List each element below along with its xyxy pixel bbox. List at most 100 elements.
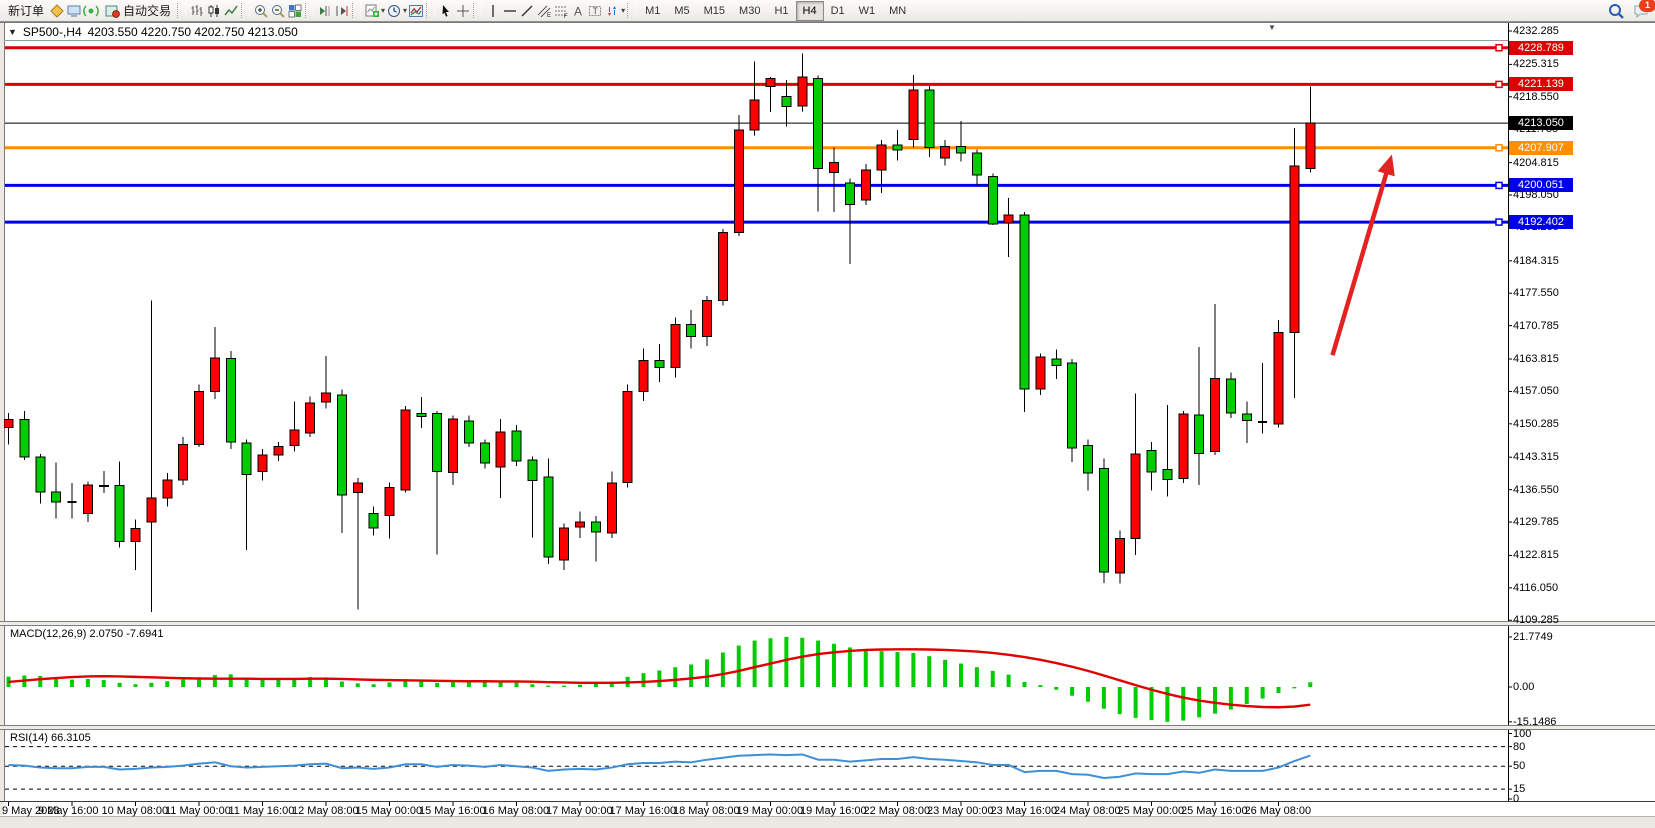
price-tag-4207.907: 4207.907 xyxy=(1509,140,1573,155)
vertical-line-tool-icon[interactable] xyxy=(484,2,501,19)
text-label-tool-icon[interactable]: T xyxy=(586,2,603,19)
timeframe-button-d1[interactable]: D1 xyxy=(830,4,845,17)
time-label: 24 May 08:00 xyxy=(1054,805,1121,817)
timeframe-button-h1[interactable]: H1 xyxy=(774,4,789,17)
new-order-label: 新订单 xyxy=(8,4,45,18)
auto-trading-icon xyxy=(103,2,120,19)
price-tick-label: 4225.315 xyxy=(1513,58,1559,71)
chart-canvas[interactable] xyxy=(0,22,1655,816)
text-tool-icon[interactable]: A xyxy=(569,2,586,19)
svg-text:T: T xyxy=(592,6,598,16)
candlestick-chart-icon[interactable] xyxy=(205,2,222,19)
title-separator xyxy=(4,40,1508,41)
time-label: 25 May 00:00 xyxy=(1117,805,1185,817)
crosshair-icon[interactable] xyxy=(454,2,471,19)
chart-dropdown-icon[interactable]: ▼ xyxy=(8,27,17,37)
cursor-icon[interactable] xyxy=(437,2,454,19)
svg-text:E: E xyxy=(547,13,551,19)
chart-symbol-period: SP500-,H4 xyxy=(22,25,82,39)
notification-badge: 1 xyxy=(1639,0,1655,12)
hline-handle-4192.402[interactable] xyxy=(1495,218,1503,226)
arrows-tool-caret[interactable]: ▾ xyxy=(621,6,626,15)
price-tick-label: 4109.285 xyxy=(1513,614,1559,627)
rsi-name: RSI(14) xyxy=(10,732,48,744)
chart-shift-marker[interactable]: ▼ xyxy=(1268,23,1276,32)
new-chart-caret[interactable]: ▾ xyxy=(381,6,386,15)
time-label: 11 May 00:00 xyxy=(165,805,231,817)
equidistant-channel-icon[interactable]: E xyxy=(535,2,552,19)
rsi-indicator-label: RSI(14) 66.3105 xyxy=(10,732,91,744)
time-axis-border xyxy=(0,801,1655,802)
annotation-arrow-head[interactable] xyxy=(1377,154,1395,177)
main-toolbar: 新订单 自动交易 ▾ xyxy=(0,0,1655,22)
toolbar-grip xyxy=(473,3,483,18)
timeframe-button-m5[interactable]: M5 xyxy=(674,4,690,17)
rsi-tick-label: 15 xyxy=(1513,783,1526,796)
hline-handle-4207.907[interactable] xyxy=(1495,144,1503,152)
new-chart-icon[interactable] xyxy=(363,2,380,19)
chat-icon[interactable]: 1 xyxy=(1632,0,1655,20)
time-label: 23 May 00:00 xyxy=(927,805,994,817)
annotation-arrow-line[interactable] xyxy=(1330,161,1392,356)
zoom-in-icon[interactable] xyxy=(252,2,269,19)
timeframe-button-m15[interactable]: M15 xyxy=(703,4,726,17)
terminal-icon[interactable] xyxy=(65,2,82,19)
timeframe-button-h4[interactable]: H4 xyxy=(795,0,824,21)
rsi-tick-label: 80 xyxy=(1513,740,1526,753)
timeframe-button-mn[interactable]: MN xyxy=(889,4,907,17)
panel-separator-rsi[interactable] xyxy=(0,725,1655,730)
hline-handle-4200.051[interactable] xyxy=(1495,181,1503,190)
timeframe-button-m1[interactable]: M1 xyxy=(645,4,661,17)
macd-signal-line xyxy=(8,648,1311,709)
zoom-out-icon[interactable] xyxy=(269,2,286,19)
auto-trading-button[interactable]: 自动交易 xyxy=(99,1,175,21)
rsi-tick-label: 50 xyxy=(1513,760,1526,773)
panel-separator-macd[interactable] xyxy=(0,621,1655,626)
macd-values: 2.0750 -7.6941 xyxy=(89,628,164,640)
bar-chart-icon[interactable] xyxy=(188,2,205,19)
macd-indicator-label: MACD(12,26,9) 2.0750 -7.6941 xyxy=(10,628,164,640)
price-tick-label: 4143.315 xyxy=(1513,451,1559,464)
time-label: 19 May 00:00 xyxy=(736,805,804,817)
line-chart-icon[interactable] xyxy=(222,2,239,19)
new-order-button[interactable]: 新订单 xyxy=(4,1,48,21)
new-order-icon[interactable] xyxy=(48,2,65,19)
trendline-tool-icon[interactable] xyxy=(518,2,535,19)
price-tick-label: 4204.815 xyxy=(1513,156,1559,169)
price-tick-label: 4177.550 xyxy=(1513,287,1559,300)
hline-handle-4228.789[interactable] xyxy=(1495,43,1503,52)
periods-caret[interactable]: ▾ xyxy=(403,6,408,15)
periods-clock-icon[interactable] xyxy=(385,2,402,19)
time-label: 15 May 00:00 xyxy=(355,805,423,817)
svg-text:A: A xyxy=(574,4,582,18)
timeframe-button-w1[interactable]: W1 xyxy=(858,4,876,17)
arrows-tool-icon[interactable] xyxy=(603,2,620,19)
toolbar-grip xyxy=(305,3,315,18)
price-tag-4228.789: 4228.789 xyxy=(1509,40,1573,55)
time-label: 22 May 08:00 xyxy=(863,805,931,817)
templates-icon[interactable] xyxy=(407,2,424,19)
time-label: 17 May 00:00 xyxy=(546,805,613,817)
rsi-line xyxy=(8,753,1311,780)
price-tick-label: 4150.285 xyxy=(1513,417,1559,430)
hline-handle-4221.139[interactable] xyxy=(1495,80,1503,89)
time-label: 9 May 2023 xyxy=(2,805,60,817)
macd-tick-label: 0.00 xyxy=(1513,681,1535,693)
price-tick-label: 4157.050 xyxy=(1513,385,1559,398)
toolbar-grip xyxy=(426,3,436,18)
signal-icon[interactable] xyxy=(82,2,99,19)
tile-windows-icon[interactable] xyxy=(286,2,303,19)
chart-shift-icon[interactable] xyxy=(333,2,350,19)
time-label: 18 May 08:00 xyxy=(673,805,740,817)
horizontal-line-tool-icon[interactable] xyxy=(501,2,518,19)
window-border xyxy=(0,22,1655,23)
timeframe-button-m30[interactable]: M30 xyxy=(739,4,761,17)
fibonacci-tool-icon[interactable]: F xyxy=(552,2,569,19)
current-price-tag-4213.050: 4213.050 xyxy=(1509,116,1573,131)
toolbar-grip xyxy=(177,3,187,18)
price-tick-label: 4170.785 xyxy=(1513,319,1559,332)
auto-scroll-icon[interactable] xyxy=(316,2,333,19)
time-label: 16 May 08:00 xyxy=(482,805,550,817)
macd-tick-label: -15.1486 xyxy=(1513,715,1557,728)
search-icon[interactable] xyxy=(1607,3,1624,20)
